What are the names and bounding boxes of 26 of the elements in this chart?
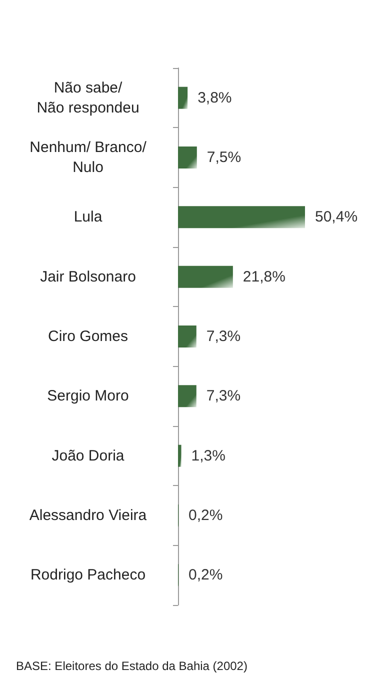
data-label: 7,5% [206,149,242,166]
bar [178,266,233,288]
y-tick-label: Alessandro Vieira [29,507,148,524]
data-label: 1,3% [191,447,226,464]
bar [178,206,305,228]
y-tick-label: Sergio Moro [47,388,129,405]
y-tick-label: Rodrigo Pacheco [30,566,146,584]
bar [178,86,188,109]
bar [178,326,196,348]
bar [178,146,197,168]
bar [178,444,182,467]
y-tick-label: Ciro Gomes [48,328,128,345]
data-label: 7,3% [206,388,241,405]
data-label: 21,8% [242,268,286,286]
y-tick-label: Não sabe/ Não respondeu [36,79,140,116]
y-tick-label: Nenhum/ Branco/ Nulo [30,139,148,176]
text: BASE: Eleitores do Estado da Bahia (2002) [16,659,248,673]
bar [178,385,196,408]
data-label: 7,3% [206,328,241,345]
y-tick-label: Jair Bolsonaro [40,268,136,286]
data-label: 3,8% [198,89,232,106]
data-label: 50,4% [315,208,358,226]
data-label: 0,2% [188,507,223,524]
data-label: 0,2% [188,566,223,584]
y-tick-label: João Doria [52,447,125,464]
y-tick-label: Lula [74,208,103,226]
